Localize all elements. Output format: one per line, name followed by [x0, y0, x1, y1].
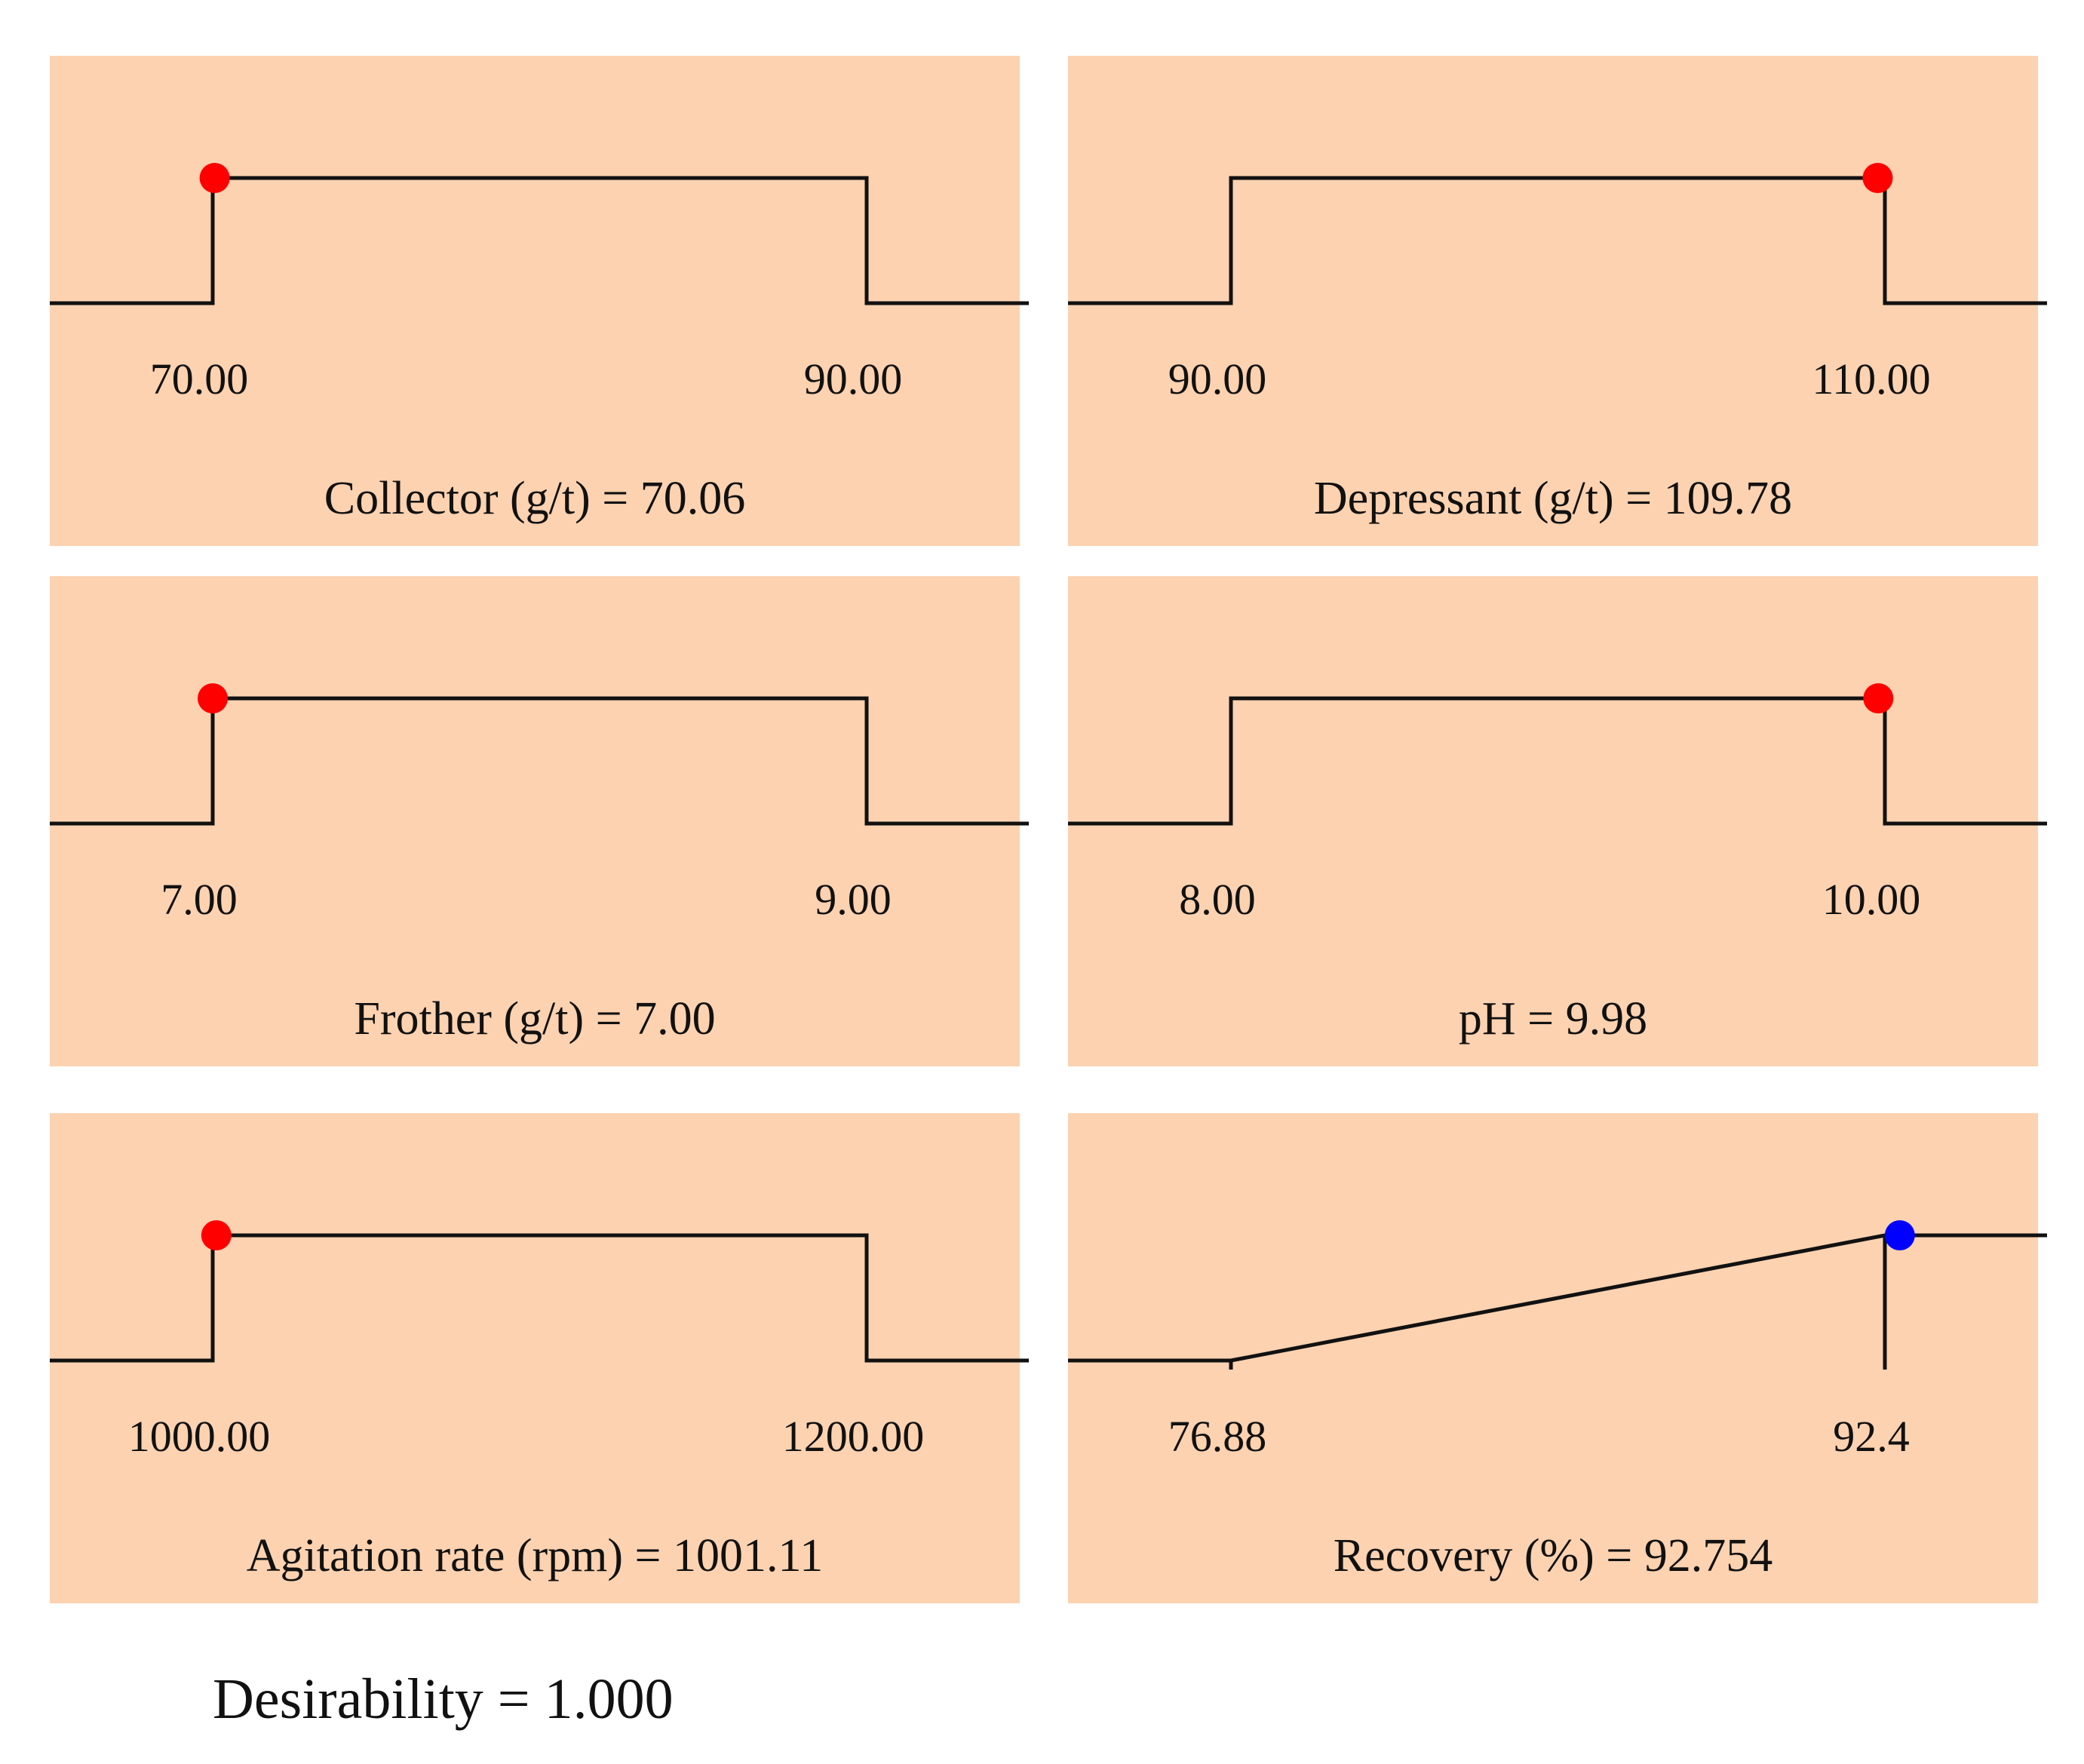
- high-tick-label: 1200.00: [781, 1412, 925, 1461]
- panel-agitation-rate: 1000.00 1200.00 Agitation rate (rpm) = 1…: [50, 1113, 1029, 1603]
- factor-caption: Recovery (%) = 92.754: [1333, 1530, 1773, 1581]
- ramp-plot-collector: [50, 163, 1029, 305]
- high-tick-label: 92.4: [1833, 1412, 1910, 1461]
- desirability-curve: [50, 1233, 1029, 1363]
- desirability-curve: [50, 176, 1029, 305]
- factor-caption: Frother (g/t) = 7.00: [354, 993, 716, 1045]
- low-tick-label: 8.00: [1179, 875, 1256, 924]
- high-tick-label: 110.00: [1812, 354, 1931, 403]
- low-tick-label: 7.00: [161, 875, 238, 924]
- factor-caption: Collector (g/t) = 70.06: [324, 473, 746, 524]
- panel-depressant: 90.00 110.00 Depressant (g/t) = 109.78: [1068, 56, 2047, 546]
- optimum-point: [198, 683, 228, 713]
- low-tick-label: 1000.00: [127, 1412, 271, 1461]
- low-tick-label: 70.00: [149, 354, 249, 403]
- high-tick-label: 9.00: [815, 875, 892, 924]
- panel-recovery: 76.88 92.4 Recovery (%) = 92.754: [1068, 1113, 2047, 1603]
- desirability-curve: [1068, 176, 2047, 305]
- optimum-point: [199, 163, 230, 193]
- optimum-point: [1884, 1220, 1915, 1250]
- factor-caption: Agitation rate (rpm) = 1001.11: [246, 1530, 824, 1581]
- factor-caption: pH = 9.98: [1458, 993, 1648, 1045]
- optimum-point: [1862, 163, 1893, 193]
- ramp-plot-ph: [1068, 683, 2047, 826]
- desirability-curve: [1068, 1233, 2047, 1363]
- low-tick-label: 76.88: [1168, 1412, 1267, 1461]
- ramp-plot-agitation-rate: [50, 1220, 1029, 1363]
- factor-caption: Depressant (g/t) = 109.78: [1313, 473, 1793, 524]
- low-tick-label: 90.00: [1168, 354, 1267, 403]
- optimum-point: [1863, 683, 1894, 713]
- optimum-point: [201, 1220, 232, 1250]
- high-tick-label: 10.00: [1822, 875, 1921, 924]
- high-tick-label: 90.00: [803, 354, 903, 403]
- ramp-plot-recovery: [1068, 1220, 2047, 1370]
- ramp-plot-depressant: [1068, 163, 2047, 305]
- desirability-label: Desirability = 1.000: [213, 1667, 674, 1731]
- panel-ph: 8.00 10.00 pH = 9.98: [1068, 576, 2047, 1066]
- desirability-curve: [50, 696, 1029, 826]
- desirability-curve: [1068, 696, 2047, 826]
- ramp-plot-frother: [50, 683, 1029, 826]
- panel-collector: 70.00 90.00 Collector (g/t) = 70.06: [50, 56, 1029, 546]
- panel-frother: 7.00 9.00 Frother (g/t) = 7.00: [50, 576, 1029, 1066]
